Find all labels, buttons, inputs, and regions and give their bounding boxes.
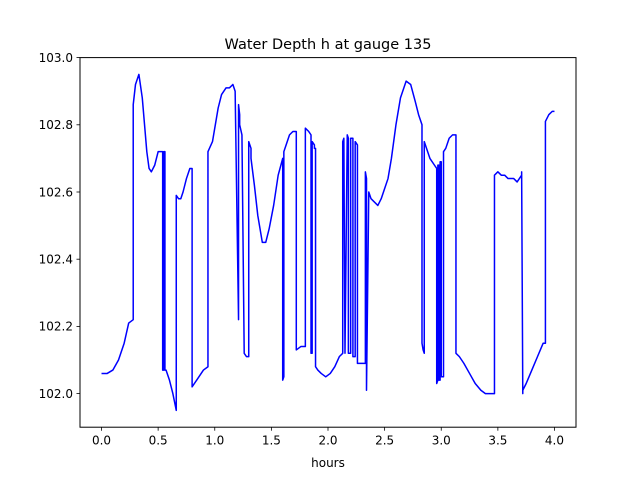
x-tick-label: 2.0 (318, 434, 337, 448)
x-tick-label: 1.5 (262, 434, 281, 448)
x-tick-label: 0.5 (149, 434, 168, 448)
x-tick-label: 4.0 (545, 434, 564, 448)
x-tick-label: 1.0 (205, 434, 224, 448)
axes-frame (79, 57, 577, 428)
y-axis: 102.0 102.2 102.4 102.6 102.8 103.0 (39, 51, 80, 401)
x-tick-label: 2.5 (375, 434, 394, 448)
y-tick-label: 103.0 (39, 51, 73, 65)
y-tick-label: 102.4 (39, 253, 73, 267)
y-tick-label: 102.8 (39, 118, 73, 132)
x-tick-label: 3.5 (488, 434, 507, 448)
series-line-0 (101, 73, 555, 412)
x-tick-label: 3.0 (432, 434, 451, 448)
y-tick-label: 102.0 (39, 387, 73, 401)
y-tick-label: 102.6 (39, 185, 73, 199)
x-tick-label: 0.0 (92, 434, 111, 448)
plot-area (101, 73, 555, 412)
chart-title: Water Depth h at gauge 135 (225, 37, 432, 53)
x-axis: 0.0 0.5 1.0 1.5 2.0 2.5 3.0 3.5 4.0 (92, 427, 564, 448)
y-tick-label: 102.2 (39, 320, 73, 334)
x-axis-label: hours (311, 456, 345, 470)
